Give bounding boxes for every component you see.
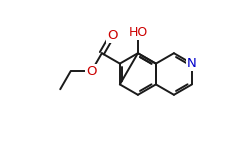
Text: O: O [107, 29, 118, 42]
Text: HO: HO [128, 26, 148, 39]
Text: O: O [86, 65, 97, 78]
Text: N: N [187, 57, 197, 70]
